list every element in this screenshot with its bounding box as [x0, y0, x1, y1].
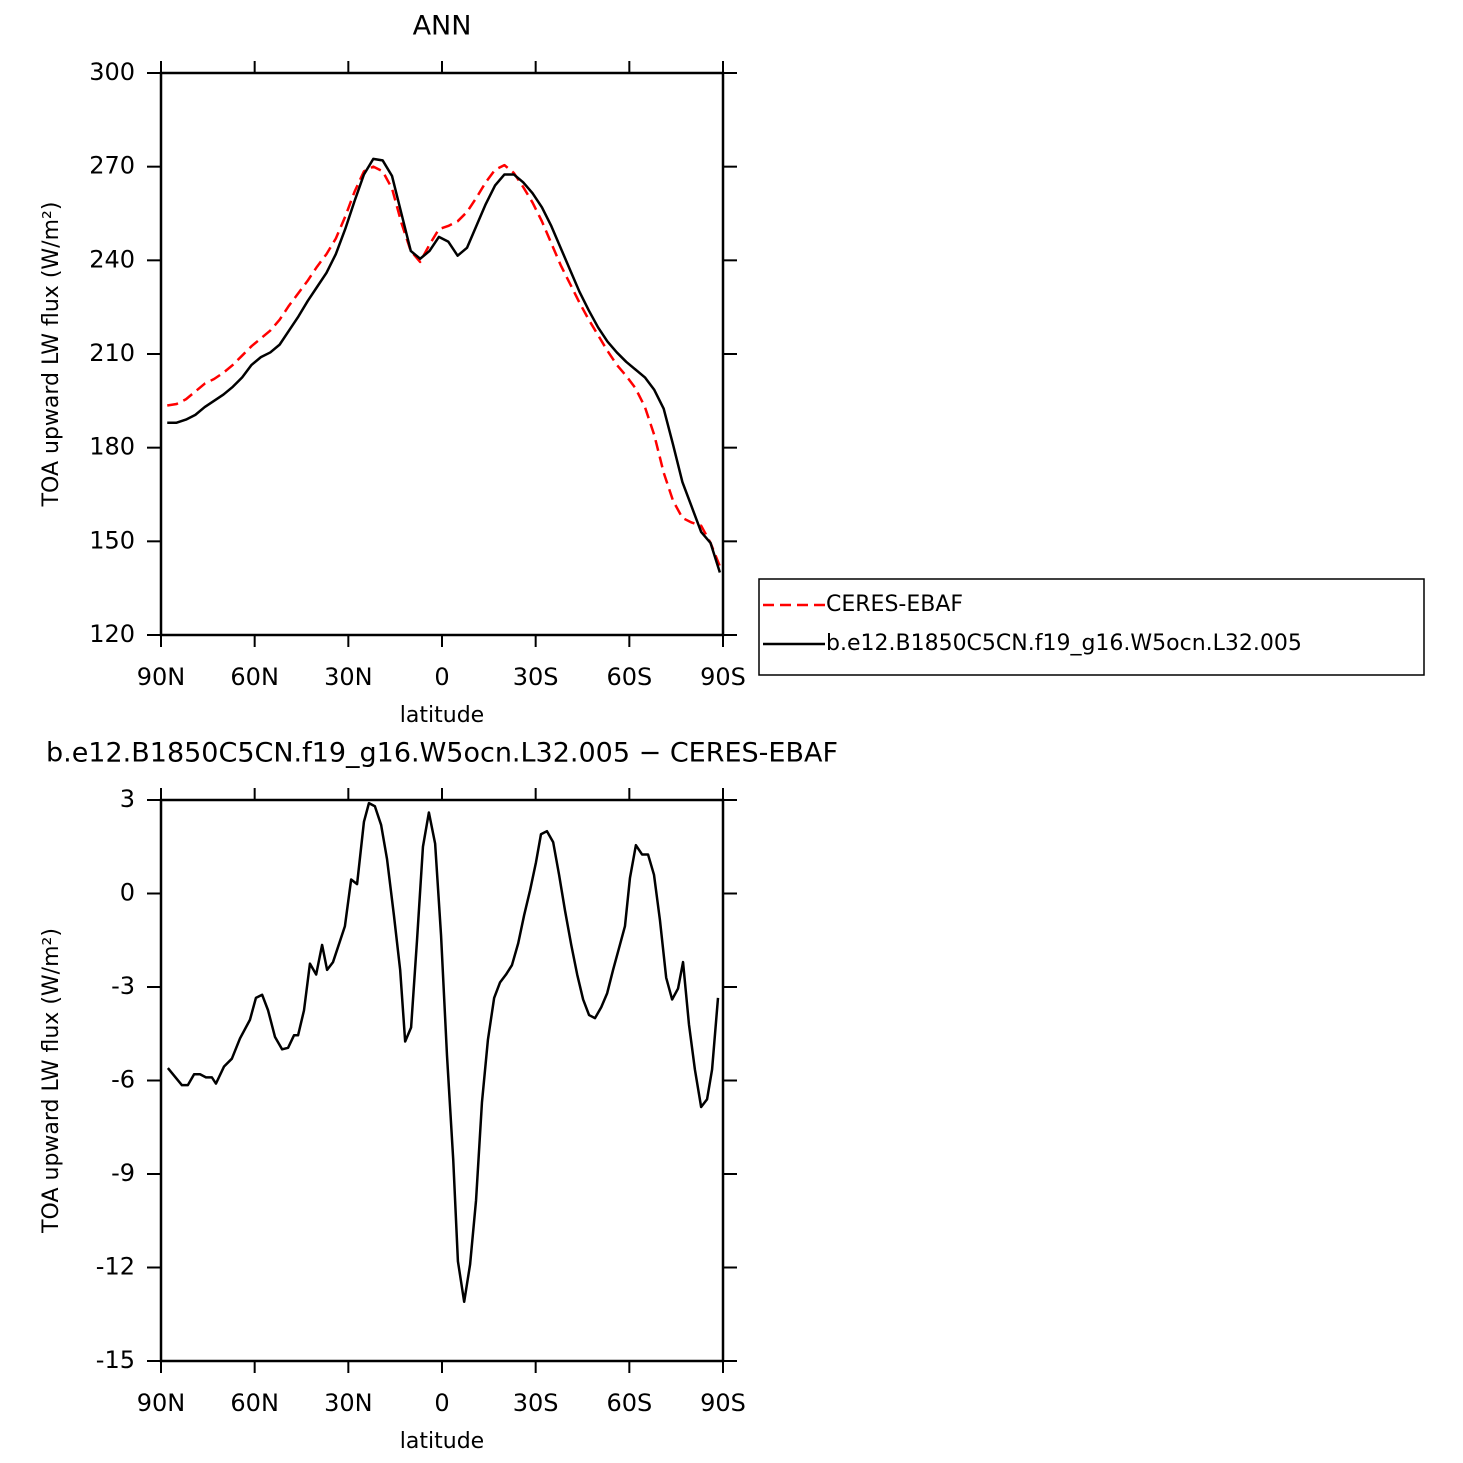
series-line — [166, 801, 720, 1304]
legend-label: b.e12.B1850C5CN.f19_g16.W5ocn.L32.005 — [826, 631, 1302, 656]
y-tick-label: 0 — [120, 879, 135, 907]
y-tick-label: -15 — [96, 1346, 135, 1374]
y-axis-label: TOA upward LW flux (W/m²) — [39, 202, 64, 508]
x-tick-label: 60S — [606, 1389, 652, 1417]
x-tick-label: 0 — [434, 663, 449, 691]
legend-box — [758, 578, 1425, 676]
plot-frame — [159, 71, 725, 637]
x-tick-label: 30S — [513, 663, 559, 691]
legend-label: CERES-EBAF — [826, 592, 963, 617]
y-tick-label: 150 — [89, 526, 135, 554]
x-axis-label: latitude — [400, 1429, 484, 1454]
y-tick-label: 270 — [89, 152, 135, 180]
x-tick-label: 60N — [230, 663, 279, 691]
x-tick-label: 90S — [700, 663, 746, 691]
x-tick-label: 30N — [324, 1389, 373, 1417]
chart-title: b.e12.B1850C5CN.f19_g16.W5ocn.L32.005 − … — [46, 738, 838, 769]
x-tick-label: 60N — [230, 1389, 279, 1417]
y-tick-label: 3 — [120, 785, 135, 813]
y-tick-label: 180 — [89, 433, 135, 461]
series-line — [167, 163, 722, 567]
y-tick-label: -3 — [111, 972, 135, 1000]
y-tick-label: 120 — [89, 620, 135, 648]
y-tick-label: -12 — [96, 1253, 135, 1281]
y-tick-label: -9 — [111, 1159, 135, 1187]
chart-title: ANN — [413, 11, 472, 42]
x-tick-label: 90S — [700, 1389, 746, 1417]
y-tick-label: 210 — [89, 339, 135, 367]
x-tick-label: 60S — [606, 663, 652, 691]
plot-frame — [159, 798, 725, 1363]
x-tick-label: 30S — [513, 1389, 559, 1417]
x-tick-label: 0 — [434, 1389, 449, 1417]
y-tick-label: 240 — [89, 245, 135, 273]
y-axis-label: TOA upward LW flux (W/m²) — [39, 928, 64, 1234]
x-axis-label: latitude — [400, 703, 484, 728]
y-tick-label: 300 — [89, 58, 135, 86]
series-line — [167, 157, 722, 573]
x-tick-label: 90N — [137, 663, 186, 691]
y-tick-label: -6 — [111, 1066, 135, 1094]
x-tick-label: 90N — [137, 1389, 186, 1417]
x-tick-label: 30N — [324, 663, 373, 691]
